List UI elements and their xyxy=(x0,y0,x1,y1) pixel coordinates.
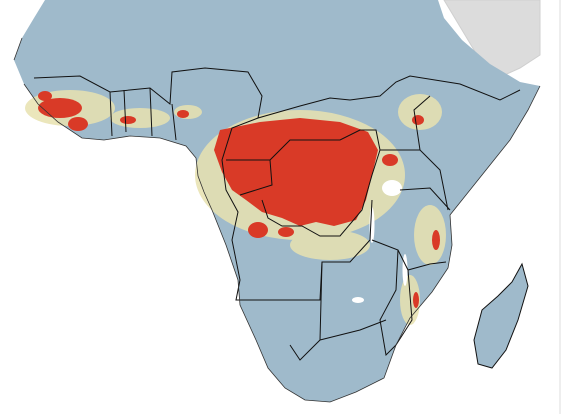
country-borders xyxy=(33,67,521,361)
high-density-zones xyxy=(38,91,440,308)
madagascar xyxy=(473,262,529,369)
coastline xyxy=(13,37,541,403)
arabian-peninsula xyxy=(443,0,541,79)
